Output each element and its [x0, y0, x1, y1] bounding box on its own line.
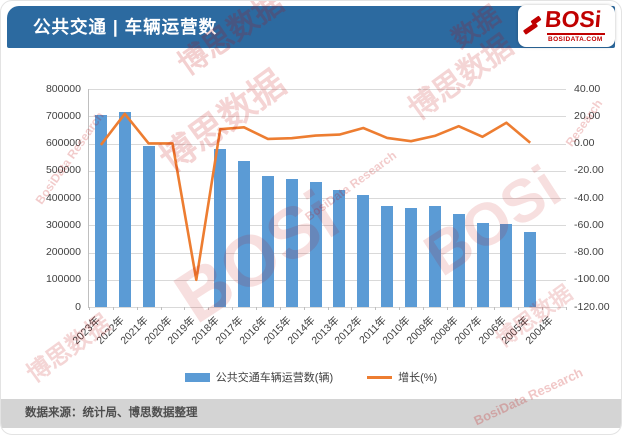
- x-tick-mark: [255, 307, 257, 310]
- bar-2013年: [333, 190, 346, 307]
- bar-2016年: [261, 176, 274, 307]
- growth-line: [99, 112, 532, 282]
- y-tick-label-left: 200000: [45, 246, 81, 258]
- logo-underline: [547, 33, 605, 35]
- y-tick-label-right: 20.00: [574, 109, 601, 122]
- x-tick-mark: [494, 307, 496, 310]
- grid-line: [89, 170, 566, 172]
- x-tick-mark: [327, 307, 329, 310]
- logo-stripe-icon: [522, 22, 539, 35]
- x-tick-mark: [279, 307, 281, 310]
- y-tick-label-left: 100000: [45, 273, 81, 286]
- header-bar: 公共交通 | 车辆运营数: [7, 6, 615, 48]
- bosi-logo-text: BOSi: [543, 6, 603, 32]
- y-axis-line: [88, 89, 89, 307]
- x-tick-mark: [160, 307, 162, 310]
- x-tick-mark: [542, 307, 544, 310]
- grid-line: [89, 143, 566, 145]
- grid-line: [89, 198, 566, 199]
- bar-2010年: [404, 207, 417, 307]
- bar-2018年: [214, 148, 227, 307]
- bar-2015年: [285, 178, 298, 307]
- grid-line: [89, 252, 566, 254]
- bar-2008年: [452, 214, 465, 307]
- footer-bar: 数据来源：统计局、博思数据整理: [1, 399, 621, 428]
- bar-2012年: [357, 195, 370, 307]
- x-tick-mark: [232, 307, 234, 310]
- legend-item-bars: 公共交通车辆运营数(辆): [184, 369, 334, 385]
- grid-line: [89, 225, 566, 227]
- x-tick-mark: [89, 307, 90, 310]
- x-tick-mark: [518, 307, 520, 310]
- bar-2005年: [524, 231, 537, 307]
- source-text: 数据来源：统计局、博思数据整理: [25, 407, 198, 419]
- bar-2014年: [309, 182, 322, 307]
- x-tick-mark: [422, 307, 424, 310]
- y-tick-label-left: 700000: [45, 109, 81, 122]
- y-tick-label-left: 800000: [45, 82, 81, 95]
- y-tick-label-right: -120.00: [574, 300, 610, 313]
- y-tick-label-left: 0: [75, 300, 81, 313]
- y-tick-label-left: 500000: [45, 164, 81, 177]
- legend-line-label: 增长(%): [398, 372, 438, 384]
- legend-bar-swatch-icon: [184, 372, 210, 382]
- chart-area: 800000 40.00 700000 20.00 600000 0.00 500000 -2…: [46, 83, 610, 347]
- x-tick-mark: [375, 307, 377, 310]
- bar-2023年: [94, 114, 107, 307]
- x-tick-mark: [399, 307, 401, 310]
- legend: 公共交通车辆运营数(辆) 增长(%): [1, 369, 621, 385]
- y-tick-label-left: 300000: [45, 218, 81, 231]
- x-tick-mark: [303, 307, 305, 310]
- bar-2021年: [142, 145, 155, 307]
- x-tick-mark: [184, 307, 186, 310]
- y-tick-label-right: 40.00: [574, 82, 601, 95]
- y-tick-label-left: 600000: [45, 137, 81, 149]
- y-tick-label-right: 0.00: [574, 137, 595, 149]
- x-tick-mark: [470, 307, 472, 310]
- grid-line: [89, 89, 566, 90]
- legend-item-line: 增长(%): [367, 369, 437, 385]
- y-tick-label-right: -40.00: [574, 191, 604, 204]
- bar-2007年: [476, 223, 489, 307]
- x-tick-mark: [136, 307, 138, 310]
- bosi-logo: BOSi BOSIDATA.COM: [518, 5, 615, 47]
- grid-line: [89, 116, 566, 118]
- legend-bar-label: 公共交通车辆运营数(辆): [215, 372, 334, 384]
- grid-line: [89, 279, 566, 281]
- x-tick-mark: [446, 307, 448, 310]
- y-tick-label-right: -60.00: [574, 218, 604, 231]
- y-tick-label-right: -100.00: [574, 273, 610, 286]
- y-tick-label-left: 400000: [45, 191, 81, 204]
- x-tick-mark: [566, 307, 567, 310]
- x-tick-mark: [208, 307, 210, 310]
- x-tick-mark: [112, 307, 114, 310]
- y-tick-label-right: -80.00: [574, 246, 604, 258]
- bar-2011年: [381, 205, 394, 307]
- bar-2009年: [428, 206, 441, 307]
- x-tick-mark: [351, 307, 353, 310]
- y-tick-label-right: -20.00: [574, 164, 604, 177]
- bar-2006年: [500, 223, 513, 307]
- bosi-logo-domain: BOSIDATA.COM: [548, 36, 603, 43]
- legend-line-swatch-icon: [367, 375, 393, 379]
- bar-2017年: [238, 160, 251, 307]
- page-title: 公共交通 | 车辆运营数: [33, 17, 218, 37]
- bar-2022年: [118, 112, 131, 307]
